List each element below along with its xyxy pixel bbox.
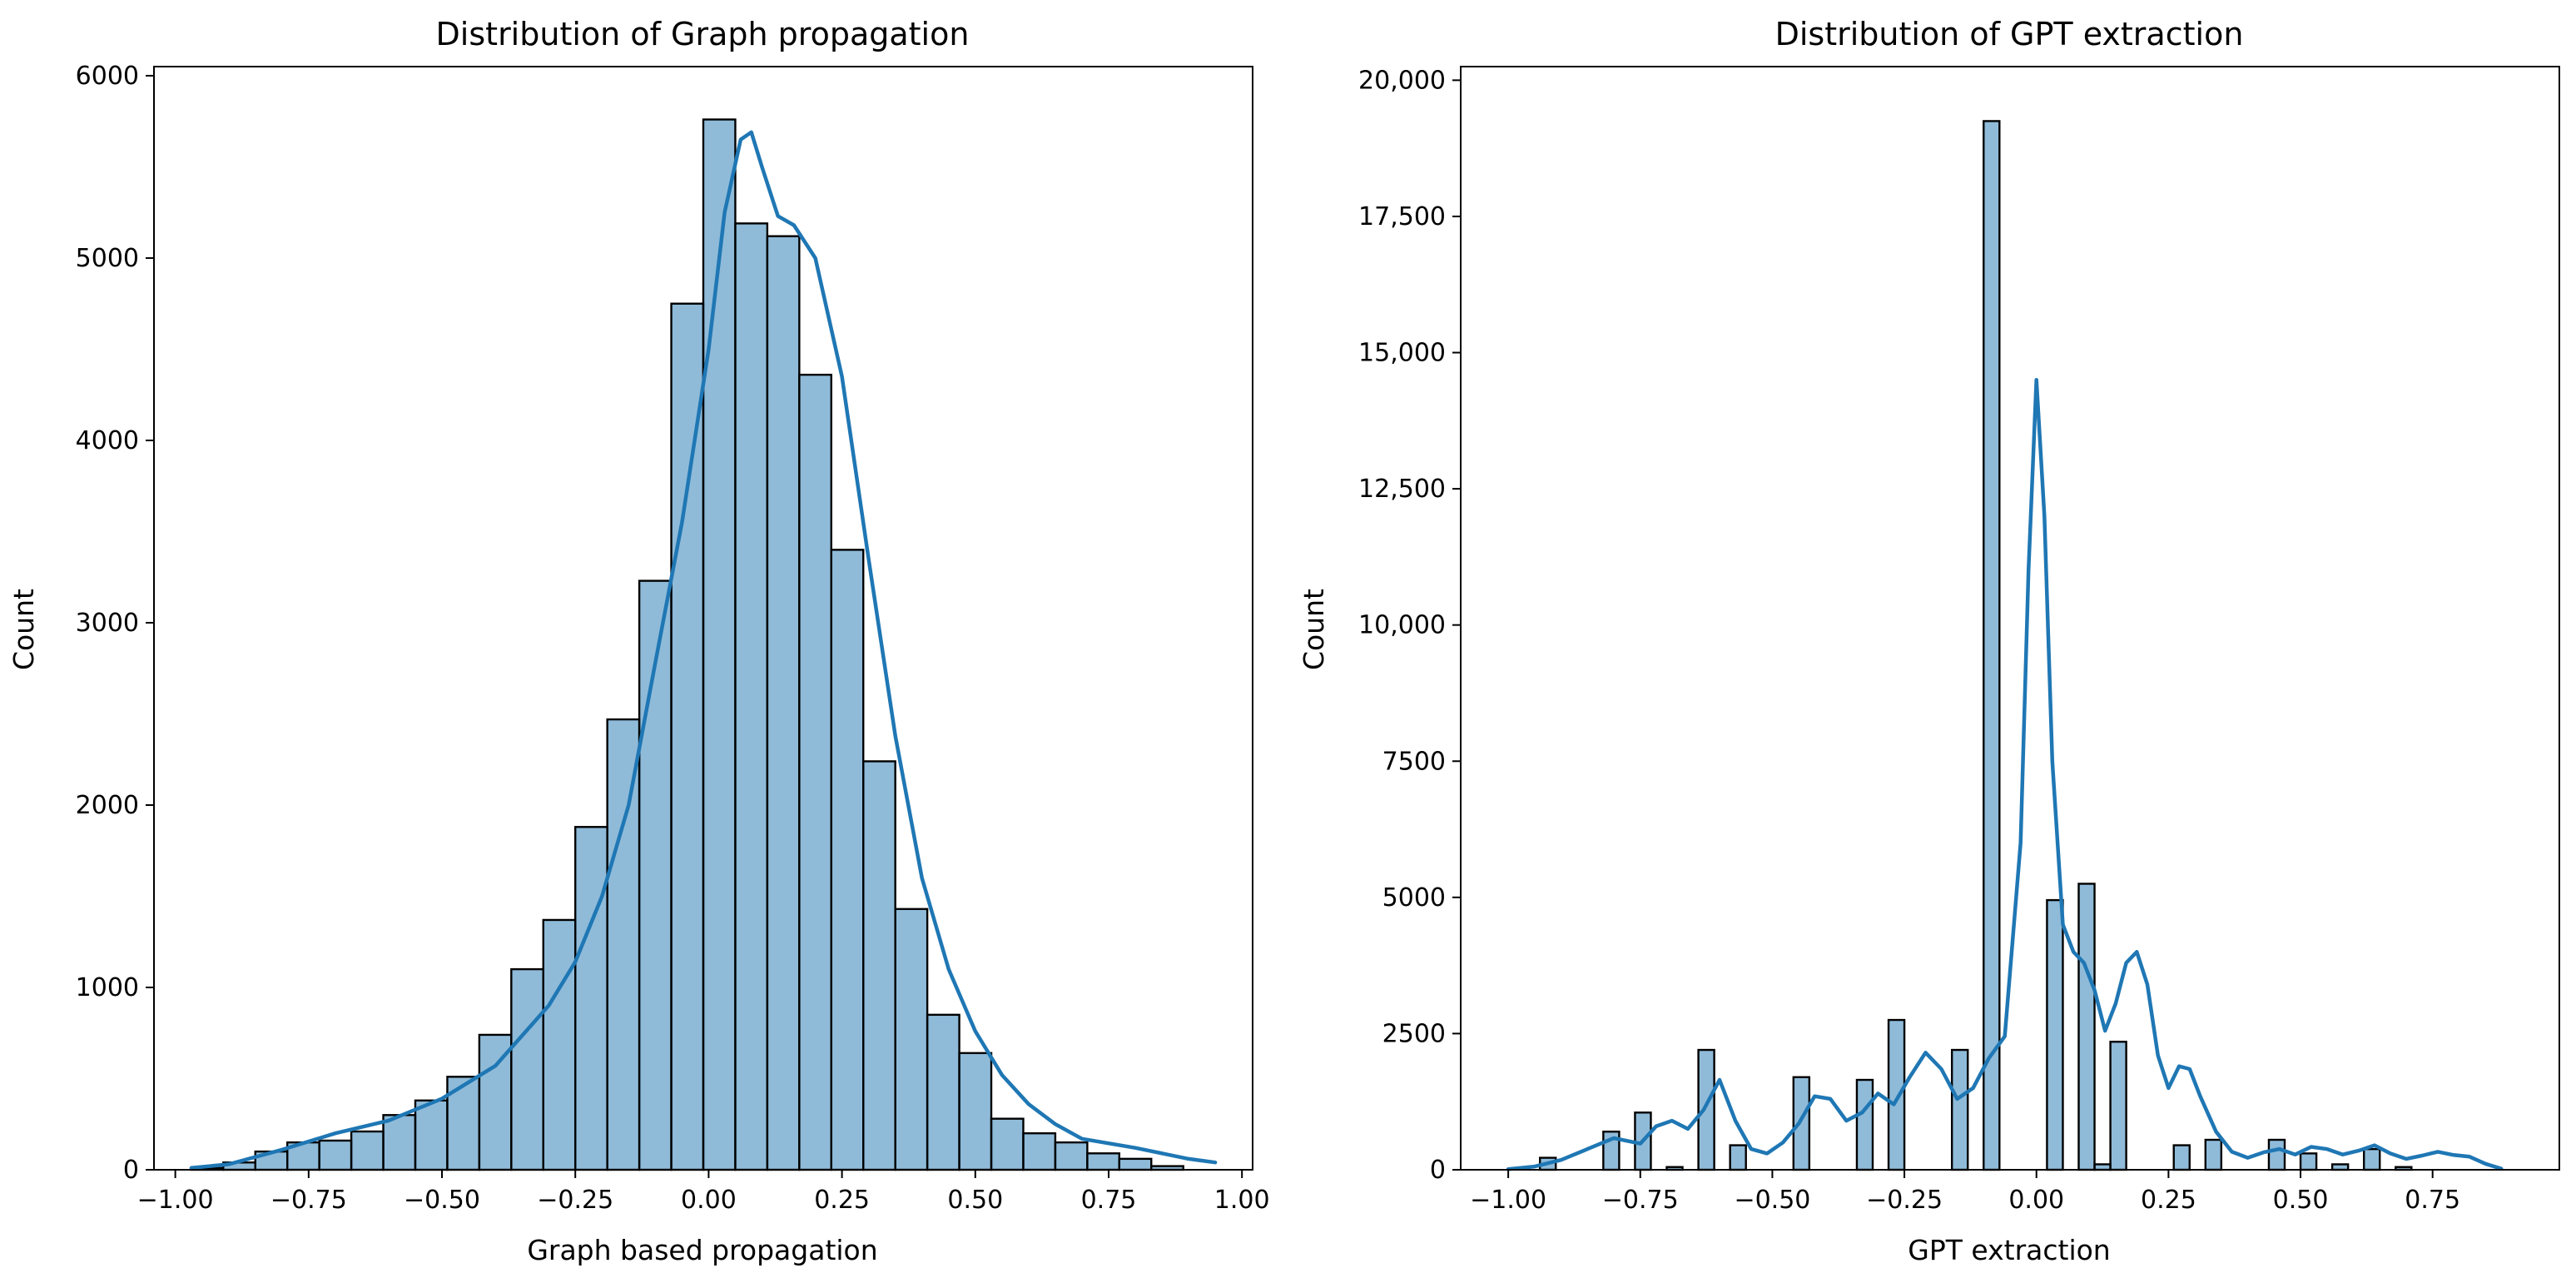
histogram-bar [1086, 1152, 1121, 1171]
histogram-bar [1855, 1078, 1874, 1171]
x-tick-label: 0.00 [681, 1186, 737, 1215]
histogram-bar [2299, 1152, 2318, 1171]
y-tick-label: 3000 [76, 609, 139, 638]
y-tick-label: 0 [1430, 1156, 1446, 1185]
x-tick-label: 0.25 [814, 1186, 870, 1215]
histogram-bar [318, 1139, 353, 1171]
chart-title: Distribution of Graph propagation [436, 16, 970, 52]
histogram-bar [734, 222, 769, 1171]
chart-gpt-extraction: Distribution of GPT extraction −1.00 −0.7… [1298, 16, 2560, 1266]
histogram-bar [926, 1013, 960, 1171]
histogram-bar [862, 760, 896, 1171]
y-axis-label: Count [7, 589, 40, 670]
chart-graph-propagation: Distribution of Graph propagation −1.00−… [7, 16, 1270, 1266]
x-tick-label: 0.25 [2141, 1186, 2196, 1215]
histogram-bar [350, 1130, 385, 1171]
y-tick-label: 6000 [76, 62, 139, 91]
x-tick-label: −1.00 [1470, 1186, 1546, 1215]
x-tick-label: −0.75 [271, 1186, 347, 1215]
x-tick-label: 0.75 [2405, 1186, 2460, 1215]
x-tick-label: −0.50 [404, 1186, 480, 1215]
histogram-bar [670, 302, 705, 1171]
plot-area: −1.00 −0.75 −0.50 −0.25 0.00 0.25 0.50 0.75 1.00… [76, 62, 1270, 1215]
kde-curve [1506, 377, 2504, 1171]
histogram-bar [2204, 1138, 2223, 1171]
histogram-bar [1792, 1076, 1811, 1171]
histogram-bar [894, 908, 929, 1171]
plot-frame [1460, 66, 2560, 1171]
histogram-bar [1022, 1131, 1057, 1171]
histogram-bar [638, 579, 673, 1171]
histogram-bar [1729, 1144, 1747, 1171]
y-tick-label: 4000 [76, 426, 139, 455]
histogram-bar [606, 718, 641, 1171]
y-tick-label: 10,000 [1358, 611, 1446, 640]
histogram-bar [958, 1052, 993, 1171]
histogram-bar [382, 1114, 417, 1171]
histogram-bar [1697, 1048, 1715, 1171]
y-tick-label: 12,500 [1358, 475, 1446, 504]
chart-title: Distribution of GPT extraction [1775, 16, 2244, 52]
y-tick-label: 2500 [1382, 1019, 1446, 1048]
histogram-bar [1118, 1157, 1153, 1171]
histogram-bar [2267, 1138, 2286, 1171]
histogram-bar [510, 967, 544, 1171]
x-axis-label: Graph based propagation [527, 1234, 877, 1266]
x-tick-label: −0.75 [1602, 1186, 1679, 1215]
histogram-bar [702, 118, 737, 1171]
histogram-bar [1054, 1141, 1089, 1171]
histogram-bar [990, 1117, 1025, 1171]
histogram-bar [798, 373, 832, 1171]
x-tick-label: 0.75 [1081, 1186, 1137, 1215]
y-tick-label: 15,000 [1358, 339, 1446, 368]
histogram-bar [2362, 1147, 2381, 1171]
plot-area: −1.00 −0.75 −0.50 −0.25 0.00 0.25 0.50 0.75 0 250… [1358, 66, 2560, 1215]
histogram-bar [830, 549, 865, 1171]
x-tick-label: −0.25 [1866, 1186, 1943, 1215]
x-tick-label: 0.50 [2273, 1186, 2329, 1215]
y-tick-label: 0 [123, 1156, 139, 1185]
histogram-bar [542, 918, 577, 1171]
x-tick-label: 1.00 [1214, 1186, 1270, 1215]
histogram-bar [766, 235, 801, 1171]
histogram-bar [574, 826, 608, 1171]
y-tick-label: 5000 [1382, 883, 1446, 913]
histogram-bar [1983, 120, 2001, 1171]
kde-curve [189, 130, 1218, 1171]
x-tick-label: 0.50 [947, 1186, 1003, 1215]
x-tick-label: −1.00 [137, 1186, 214, 1215]
y-tick-label: 2000 [76, 791, 139, 820]
x-axis-label: GPT extraction [1908, 1234, 2110, 1266]
x-tick-label: −0.25 [537, 1186, 613, 1215]
y-tick-label: 7500 [1382, 747, 1446, 776]
y-axis-label: Count [1298, 589, 1330, 670]
histogram-bar [1950, 1048, 1969, 1171]
histogram-bar [1887, 1018, 1906, 1171]
y-tick-label: 20,000 [1358, 66, 1446, 95]
histogram-bar [2109, 1041, 2127, 1171]
histogram-bar [2046, 898, 2064, 1171]
x-tick-label: −0.50 [1734, 1186, 1810, 1215]
histogram-bar [2172, 1144, 2191, 1171]
y-tick-label: 1000 [76, 973, 139, 1002]
plot-frame [153, 66, 1253, 1171]
histogram-bar [414, 1099, 449, 1171]
x-tick-label: 0.00 [2008, 1186, 2064, 1215]
y-tick-label: 17,500 [1358, 202, 1446, 231]
histogram-bar [2077, 883, 2096, 1171]
y-tick-label: 5000 [76, 244, 139, 273]
